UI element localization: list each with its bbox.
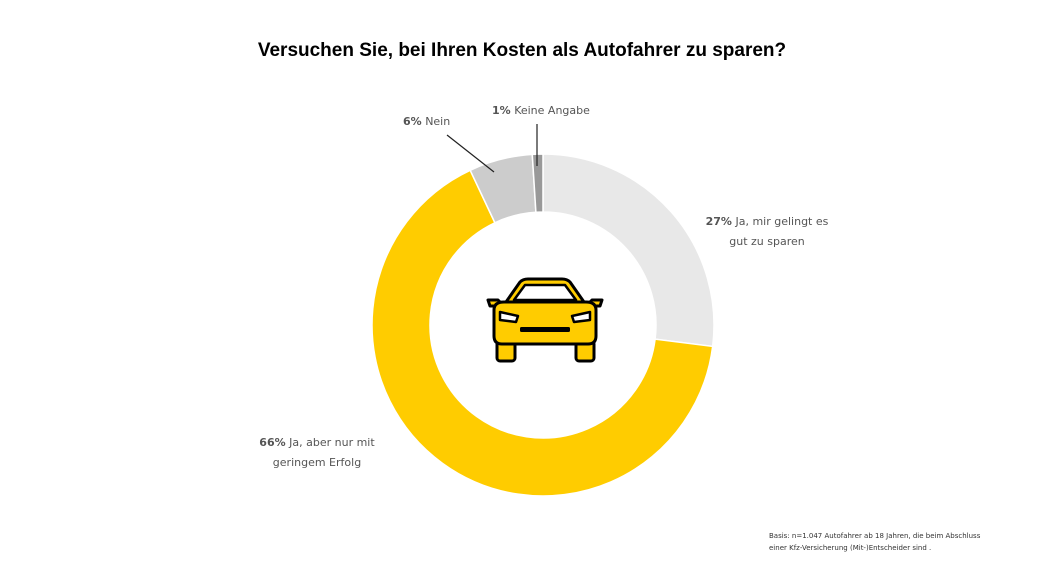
footnote-line-2: einer Kfz-Versicherung (Mit-)Entscheider…	[769, 544, 932, 552]
donut-slice-2	[371, 169, 714, 497]
donut-slice-1	[542, 153, 715, 348]
car-icon	[486, 277, 604, 363]
label-66-percent: 66%	[259, 436, 286, 449]
donut-slices	[371, 153, 715, 497]
donut-slice-4	[531, 153, 544, 214]
label-66-text-1: Ja, aber nur mit	[289, 436, 375, 449]
label-27-text-2: gut zu sparen	[729, 235, 805, 248]
label-1-percent: 1%	[492, 104, 511, 117]
label-1: 1% Keine Angabe	[492, 101, 590, 121]
label-66: 66% Ja, aber nur mit geringem Erfolg	[252, 433, 382, 473]
label-6: 6% Nein	[403, 112, 450, 132]
label-27-percent: 27%	[705, 215, 732, 228]
label-1-text: Keine Angabe	[514, 104, 590, 117]
chart-title: Versuchen Sie, bei Ihren Kosten als Auto…	[257, 40, 787, 61]
label-27-text-1: Ja, mir gelingt es	[735, 215, 829, 228]
leader-line-nein	[446, 134, 495, 173]
label-6-percent: 6%	[403, 115, 422, 128]
label-6-text: Nein	[425, 115, 451, 128]
footnote: Basis: n=1.047 Autofahrer ab 18 Jahren, …	[769, 530, 1029, 554]
footnote-line-1: Basis: n=1.047 Autofahrer ab 18 Jahren, …	[769, 532, 981, 540]
label-27: 27% Ja, mir gelingt es gut zu sparen	[702, 212, 832, 252]
label-66-text-2: geringem Erfolg	[272, 456, 362, 469]
